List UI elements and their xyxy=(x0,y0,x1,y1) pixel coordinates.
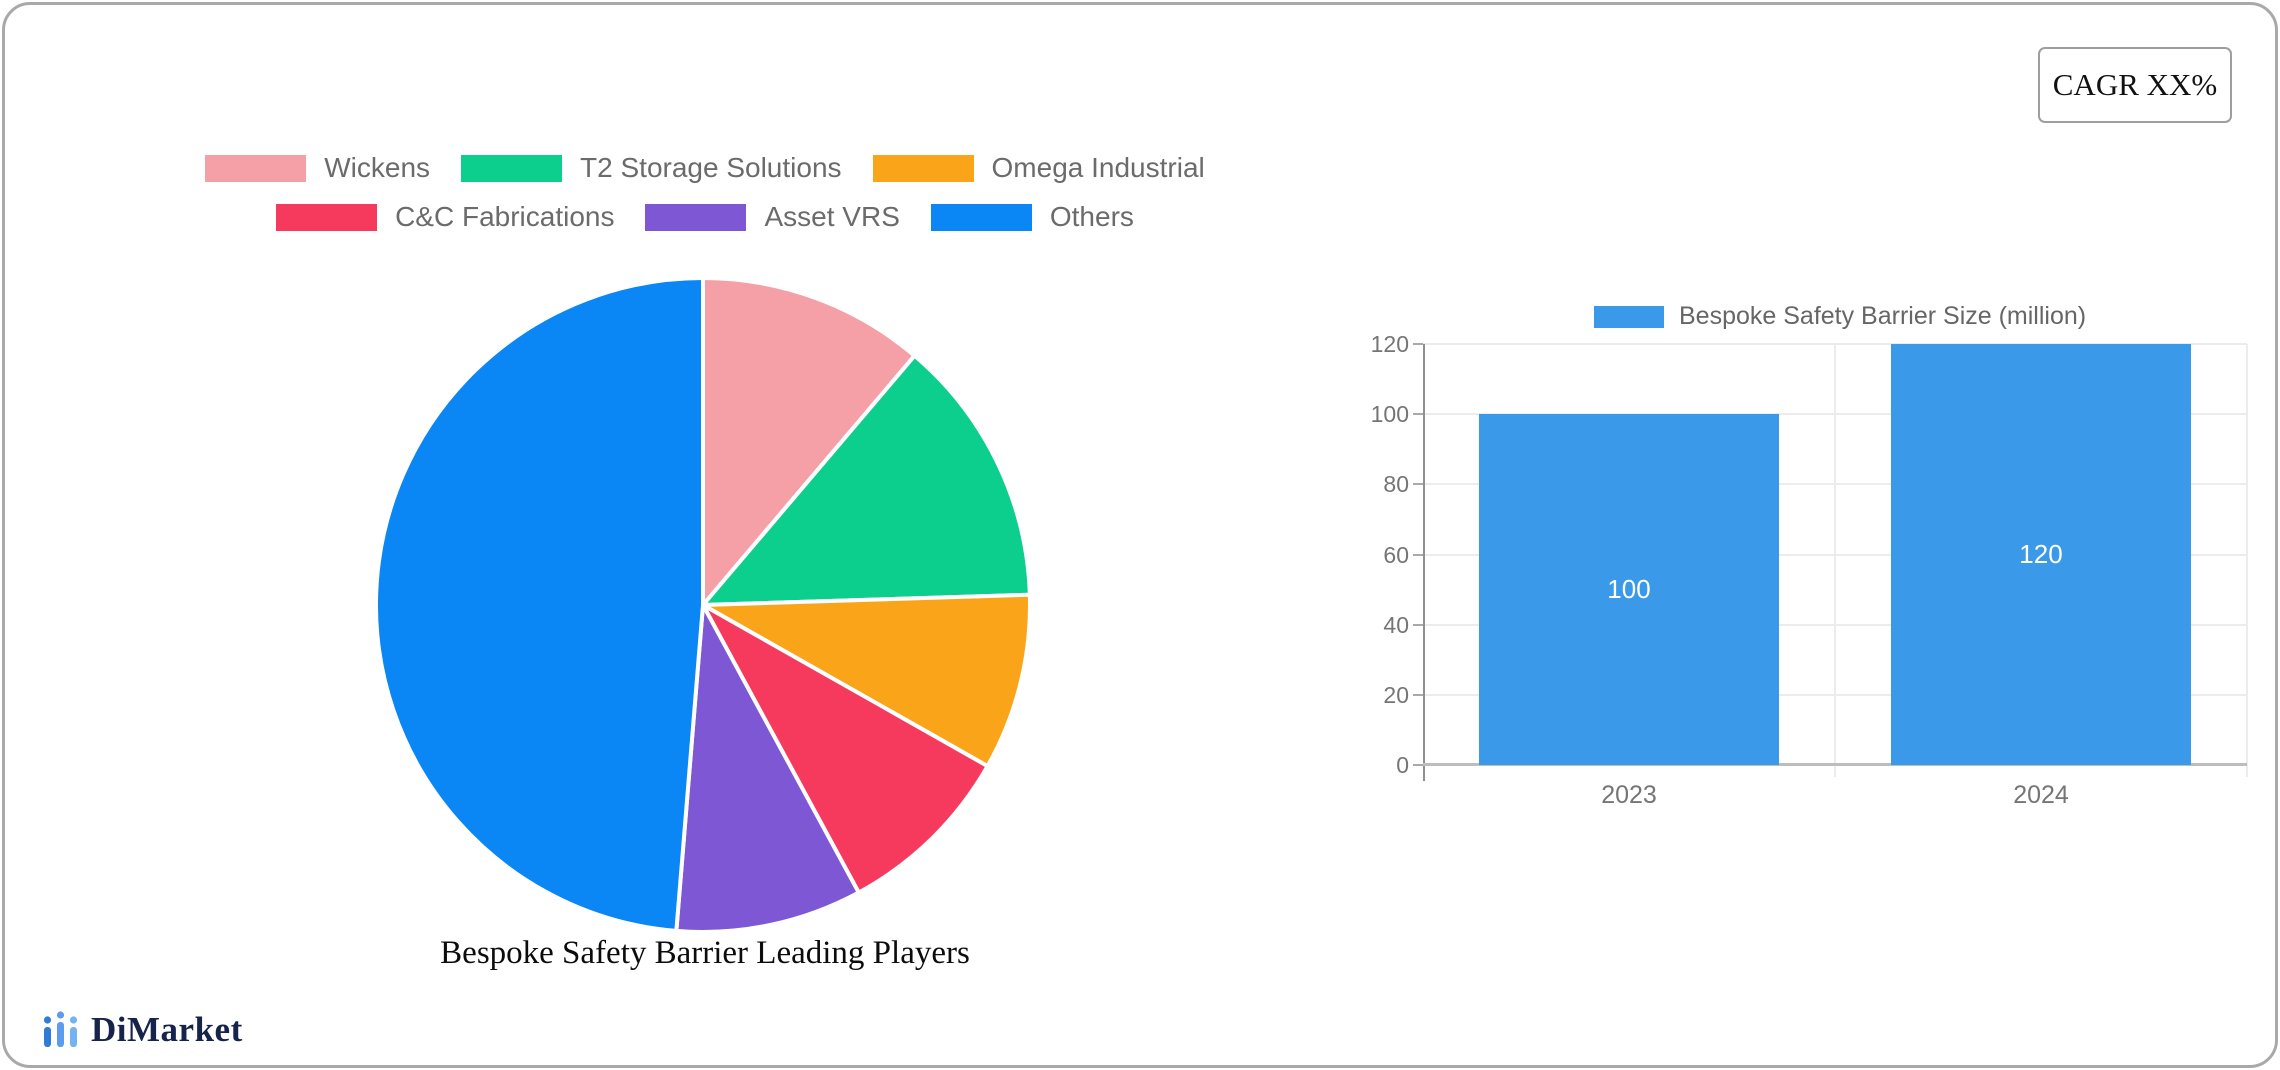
pie-legend-row-1: Wickens T2 Storage Solutions Omega Industr… xyxy=(205,152,1205,184)
pie-chart xyxy=(374,276,1032,934)
x-axis-line xyxy=(1423,763,2247,766)
legend-label-others: Others xyxy=(1049,201,1134,232)
pie-legend: Wickens T2 Storage Solutions Omega Industr… xyxy=(5,152,1405,233)
pie-legend-item-others[interactable]: Others xyxy=(930,201,1134,233)
pie-slice-c-c-fabrications xyxy=(701,603,990,895)
legend-swatch-others xyxy=(930,203,1032,231)
pie-slice-others xyxy=(374,276,705,933)
brand-logo: DiMarket xyxy=(41,1009,243,1051)
y-axis-tick-120 xyxy=(1413,343,1423,345)
bar-legend-swatch xyxy=(1594,305,1664,328)
x-axis-label-2023: 2023 xyxy=(1601,781,1657,809)
pie-slice-asset-vrs xyxy=(674,603,861,934)
y-axis-label-0: 0 xyxy=(1396,752,1409,778)
bar-chart-logo-icon xyxy=(43,1011,78,1047)
bar-2023: 100 xyxy=(1479,414,1779,765)
pie-legend-row-2: C&C Fabrications Asset VRS Others xyxy=(276,201,1134,233)
pie-legend-item-asset-vrs[interactable]: Asset VRS xyxy=(645,201,900,233)
pie-legend-item-c-c-fabrications[interactable]: C&C Fabrications xyxy=(276,201,614,233)
bar-legend[interactable]: Bespoke Safety Barrier Size (million) xyxy=(1594,302,2086,331)
cagr-badge: CAGR XX% xyxy=(2038,47,2232,123)
y-axis-label-60: 60 xyxy=(1383,541,1409,568)
pie-slice-wickens xyxy=(701,276,917,607)
pie-legend-item-t2-storage-solutions[interactable]: T2 Storage Solutions xyxy=(461,152,842,184)
bar-value-label-2023: 100 xyxy=(1607,573,1651,604)
pie-legend-item-wickens[interactable]: Wickens xyxy=(205,152,430,184)
y-axis-tick-80 xyxy=(1413,483,1423,486)
legend-swatch-wickens xyxy=(205,154,307,182)
gridline-x-1 xyxy=(1834,344,1836,777)
y-axis-tick-20 xyxy=(1413,693,1423,696)
pie-legend-item-omega-industrial[interactable]: Omega Industrial xyxy=(872,152,1205,184)
legend-swatch-t2-storage-solutions xyxy=(461,154,563,182)
pie-slice-t2-storage-solutions xyxy=(701,353,1032,607)
y-axis-label-20: 20 xyxy=(1383,681,1409,708)
cagr-label: CAGR XX% xyxy=(2052,67,2218,102)
bar-value-label-2024: 120 xyxy=(2019,538,2063,569)
legend-label-t2-storage-solutions: T2 Storage Solutions xyxy=(580,152,842,183)
x-axis-label-2024: 2024 xyxy=(2013,781,2069,809)
pie-slice-omega-industrial xyxy=(701,592,1032,769)
legend-label-omega-industrial: Omega Industrial xyxy=(991,152,1205,183)
legend-swatch-asset-vrs xyxy=(645,203,747,231)
legend-swatch-omega-industrial xyxy=(872,154,974,182)
y-axis-tick-60 xyxy=(1413,553,1423,556)
y-axis-label-80: 80 xyxy=(1383,471,1409,498)
gridline-x-2 xyxy=(2246,344,2248,777)
legend-swatch-c-c-fabrications xyxy=(276,203,378,231)
bar-chart-plot: 0 20 40 60 80 100 120 100 2023 120 2024 xyxy=(1371,331,2248,809)
legend-label-asset-vrs: Asset VRS xyxy=(764,201,900,232)
bar-legend-label: Bespoke Safety Barrier Size (million) xyxy=(1679,302,2087,330)
y-axis-tick-40 xyxy=(1413,623,1423,626)
brand-name: DiMarket xyxy=(91,1010,243,1049)
legend-label-c-c-fabrications: C&C Fabrications xyxy=(395,201,615,232)
y-axis-label-120: 120 xyxy=(1370,331,1409,357)
y-axis-label-40: 40 xyxy=(1383,611,1409,638)
y-axis-tick-100 xyxy=(1413,413,1423,416)
pie-title: Bespoke Safety Barrier Leading Players xyxy=(440,935,970,971)
y-axis-tick-0 xyxy=(1413,764,1423,766)
y-axis-line xyxy=(1423,344,1425,781)
y-axis-label-100: 100 xyxy=(1370,401,1409,428)
legend-label-wickens: Wickens xyxy=(324,152,431,183)
bar-2024: 120 xyxy=(1891,344,2191,765)
